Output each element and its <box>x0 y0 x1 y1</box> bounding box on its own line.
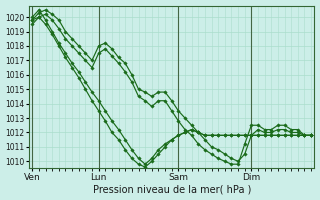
X-axis label: Pression niveau de la mer( hPa ): Pression niveau de la mer( hPa ) <box>92 184 251 194</box>
